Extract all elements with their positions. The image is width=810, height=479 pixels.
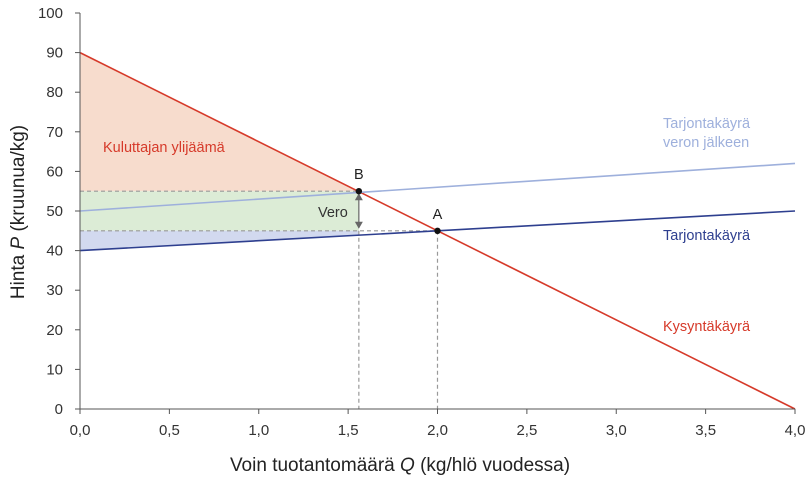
point-b-marker [355, 188, 363, 195]
axes [75, 12, 796, 414]
consumer-surplus-label: Kuluttajan ylijäämä [103, 140, 226, 156]
tax-label: Vero [318, 205, 348, 221]
tax-arrow-head-top [354, 193, 363, 201]
x-tick-label: 3,0 [606, 422, 627, 439]
y-axis-title-part1: Hinta [8, 250, 29, 300]
x-tick-label: 2,5 [516, 422, 537, 439]
point-a-marker [434, 227, 441, 234]
demand-label: Kysyntäkäyrä [663, 319, 751, 335]
region-tax-revenue [80, 191, 359, 231]
x-axis-title: Voin tuotantomäärä Q (kg/hlö vuodessa) [230, 455, 570, 476]
y-tick-label: 40 [46, 243, 63, 260]
x-tick-labels: 0,0 0,5 1,0 1,5 2,0 2,5 3,0 3,5 4,0 [70, 422, 806, 439]
tax-arrow-head-bottom [354, 221, 363, 229]
y-tick-label: 30 [46, 282, 63, 299]
y-tick-label: 0 [55, 401, 63, 418]
tax-arrow [354, 193, 363, 229]
y-axis-title: Hinta P (kruunua/kg) [8, 125, 29, 299]
region-producer-surplus [80, 230, 359, 251]
y-tick-label: 90 [46, 45, 63, 62]
x-axis-title-symbol: Q [400, 455, 415, 476]
y-tick-labels: 0 10 20 30 40 50 60 70 80 90 100 [38, 5, 63, 418]
x-axis-title-part2: (kg/hlö vuodessa) [415, 455, 570, 476]
guide-lines [80, 190, 439, 409]
supply-after-tax-label-line2: veron jälkeen [663, 135, 749, 151]
supply-after-tax-curve [79, 162, 796, 212]
x-tick-label: 0,5 [159, 422, 180, 439]
x-tick-label: 3,5 [695, 422, 716, 439]
point-b-label: B [354, 167, 364, 183]
supply-label: Tarjontakäyrä [663, 228, 751, 244]
y-tick-label: 10 [46, 361, 63, 378]
point-a-label: A [433, 207, 443, 223]
y-tick-label: 80 [46, 84, 63, 101]
supply-after-tax-label-line1: Tarjontakäyrä [663, 116, 751, 132]
x-tick-label: 1,5 [338, 422, 359, 439]
y-tick-label: 60 [46, 163, 63, 180]
equilibrium-points: AB [354, 167, 443, 234]
x-tick-label: 1,0 [248, 422, 269, 439]
x-tick-label: 2,0 [427, 422, 448, 439]
x-tick-label: 0,0 [70, 422, 91, 439]
x-tick-label: 4,0 [785, 422, 806, 439]
x-axis-title-part1: Voin tuotantomäärä [230, 455, 400, 476]
y-tick-label: 50 [46, 203, 63, 220]
y-tick-label: 20 [46, 322, 63, 339]
y-tick-label: 100 [38, 5, 63, 22]
y-tick-label: 70 [46, 124, 63, 141]
y-axis-title-part2: (kruunua/kg) [8, 125, 29, 237]
y-axis-title-symbol: P [8, 237, 29, 250]
